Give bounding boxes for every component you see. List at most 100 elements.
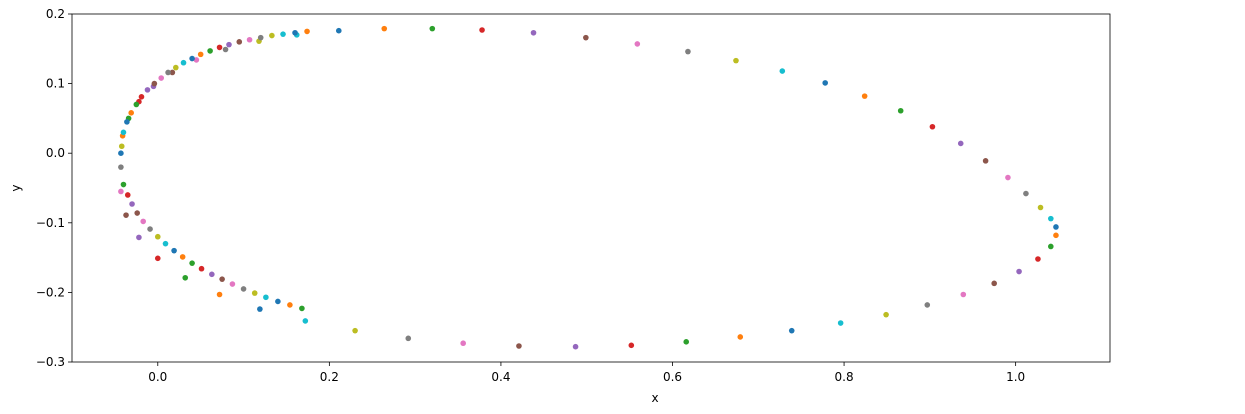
scatter-point [257,306,263,312]
scatter-point [628,342,635,349]
scatter-point [460,340,466,347]
scatter-point [123,212,129,218]
y-axis-label: y [9,184,23,191]
scatter-point [788,327,795,334]
scatter-point [251,290,258,296]
scatter-point [837,320,844,326]
scatter-point [136,234,142,241]
scatter-point [165,69,171,76]
scatter-points [118,25,1059,350]
scatter-point [193,57,200,63]
scatter-point [229,281,236,287]
y-tick-label: 0.1 [46,77,65,91]
scatter-point [929,123,936,130]
scatter-point [147,226,153,232]
scatter-point [216,44,223,51]
scatter-point [924,302,931,308]
scatter-point [572,343,579,350]
scatter-point [138,94,145,100]
scatter-point [124,119,130,125]
scatter-point [822,80,828,86]
scatter-point [897,107,904,114]
scatter-point [982,158,989,164]
scatter-point [189,55,195,62]
y-tick-label: −0.3 [36,355,65,369]
scatter-point [120,129,127,136]
scatter-point [209,271,215,278]
scatter-point [182,274,189,281]
scatter-point [118,164,124,170]
scatter-point [236,39,243,45]
scatter-point [154,233,161,240]
scatter-point [226,41,232,48]
scatter-point [779,68,786,74]
scatter-point [1037,204,1044,211]
scatter-point [151,80,158,87]
scatter-point [222,46,229,53]
scatter-point [1016,268,1022,275]
scatter-point [189,260,195,266]
scatter-point [405,335,412,342]
scatter-point [171,247,177,254]
scatter-point [257,34,264,41]
scatter-point [302,318,309,324]
scatter-point [275,298,281,305]
x-tick-label: 0.2 [320,370,339,384]
x-axis-ticks: 0.0 0.2 0.4 0.6 0.8 1.0 [148,362,1025,384]
scatter-point [129,201,135,207]
scatter-point [162,240,169,247]
scatter-point [216,291,223,298]
scatter-point [583,34,589,41]
scatter-point [685,48,691,55]
scatter-point [180,59,187,66]
scatter-point [169,69,176,76]
scatter-point [299,305,305,312]
scatter-point [304,28,310,35]
y-tick-label: −0.2 [36,285,65,299]
scatter-point [861,93,868,99]
scatter-point [140,218,147,225]
scatter-point [1035,256,1041,262]
scatter-point [263,294,269,301]
x-tick-label: 0.6 [663,370,682,384]
scatter-point [240,286,247,292]
scatter-point [957,140,964,147]
scatter-point [1005,174,1011,181]
scatter-point [120,181,127,188]
scatter-point [269,32,275,39]
scatter-point [198,265,205,272]
x-tick-label: 0.4 [491,370,510,384]
scatter-point [118,150,124,156]
x-tick-label: 1.0 [1006,370,1025,384]
scatter-point [246,36,253,43]
scatter-point [479,27,485,33]
scatter-point [219,276,225,282]
scatter-point [429,25,436,32]
plot-area-frame [71,13,1111,363]
scatter-point [287,302,293,308]
scatter-point [335,27,342,34]
scatter-point [154,255,161,262]
scatter-point [960,291,967,298]
scatter-point [352,327,358,334]
scatter-point [124,192,131,198]
scatter-point [1053,232,1059,239]
scatter-point [280,31,286,37]
scatter-point [179,254,186,260]
scatter-point [737,334,744,340]
scatter-point [207,48,213,54]
scatter-point [1048,215,1054,222]
y-tick-label: 0.2 [46,7,65,21]
y-axis-ticks: −0.3 −0.2 −0.1 0.0 0.1 0.2 [36,7,72,369]
scatter-point [133,101,140,108]
scatter-point [1053,224,1059,230]
x-tick-label: 0.0 [148,370,167,384]
scatter-point [381,25,388,32]
scatter-point [134,210,140,216]
scatter-point [683,339,690,345]
scatter-point [144,87,151,93]
x-axis-label: x [651,391,658,405]
scatter-point [173,64,179,71]
scatter-point [991,280,997,287]
scatter-point [118,143,125,150]
